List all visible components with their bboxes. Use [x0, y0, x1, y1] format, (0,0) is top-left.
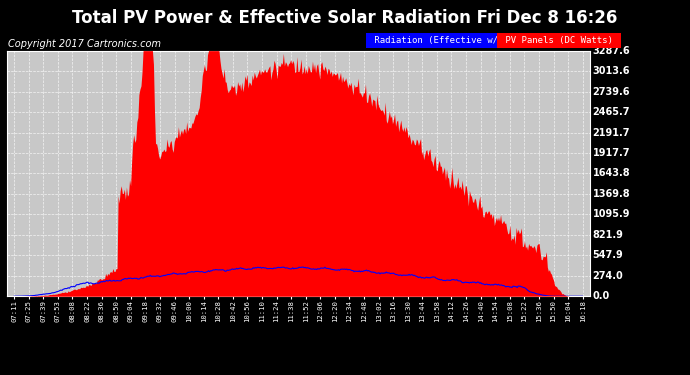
Text: PV Panels (DC Watts): PV Panels (DC Watts) [500, 36, 618, 45]
Text: Radiation (Effective w/m2): Radiation (Effective w/m2) [369, 36, 520, 45]
Text: Copyright 2017 Cartronics.com: Copyright 2017 Cartronics.com [8, 39, 161, 50]
Text: 547.9: 547.9 [593, 251, 624, 260]
Text: 821.9: 821.9 [593, 230, 624, 240]
Text: 1369.8: 1369.8 [593, 189, 631, 199]
Text: 3287.6: 3287.6 [593, 46, 631, 56]
Text: 1917.7: 1917.7 [593, 148, 630, 158]
Text: 2191.7: 2191.7 [593, 128, 630, 138]
Text: 2465.7: 2465.7 [593, 107, 630, 117]
Text: 1095.9: 1095.9 [593, 209, 630, 219]
Text: 0.0: 0.0 [593, 291, 610, 301]
Text: 3013.6: 3013.6 [593, 66, 630, 76]
Text: 274.0: 274.0 [593, 271, 624, 281]
Text: 2739.6: 2739.6 [593, 87, 630, 97]
Text: Total PV Power & Effective Solar Radiation Fri Dec 8 16:26: Total PV Power & Effective Solar Radiati… [72, 9, 618, 27]
Text: 1643.8: 1643.8 [593, 168, 631, 178]
